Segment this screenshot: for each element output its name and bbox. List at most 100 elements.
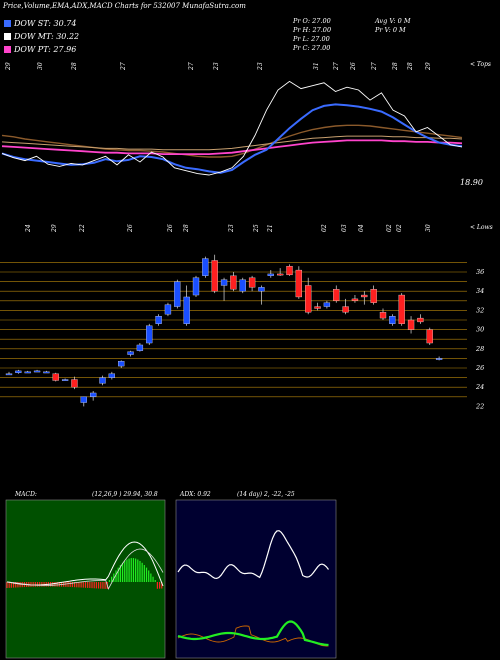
low-date-label: 02 — [396, 224, 403, 232]
candle-body — [202, 258, 209, 276]
candle-body — [305, 285, 312, 313]
low-date-label: 02 — [321, 224, 328, 232]
price-line — [1, 80, 463, 176]
top-date-label: 28 — [392, 62, 399, 71]
candle-body — [379, 312, 387, 319]
low-date-label: 04 — [358, 224, 365, 232]
top-date-label: 27 — [371, 62, 378, 71]
candle-body — [164, 304, 172, 315]
price-axis-label: 22 — [475, 402, 484, 410]
candle-body — [192, 277, 200, 296]
candle-body — [417, 317, 424, 323]
candle-body — [71, 379, 78, 388]
price-axis-label: 30 — [476, 326, 484, 334]
legend-dow-st: DOW ST: 30.74 — [14, 19, 77, 28]
top-date-label: 27 — [333, 62, 340, 71]
candle-body — [426, 329, 433, 344]
low-date-label: 26 — [167, 224, 174, 233]
candle-body — [52, 373, 59, 381]
macd-signal-line — [6, 548, 164, 590]
top-date-label: 27 — [120, 62, 127, 71]
candle-body — [389, 316, 396, 324]
candle-body — [5, 373, 13, 376]
ema-fast-line — [1, 103, 463, 174]
stat-high: Pr H: 27.00 — [293, 26, 332, 34]
candle-body — [43, 371, 50, 374]
adx-line — [177, 530, 329, 580]
stat-avg-volume: Avg V: 0 M — [375, 17, 411, 25]
low-date-label: 03 — [341, 224, 348, 232]
chart-header: Price,Volume,EMA,ADX,MACD Charts for 532… — [3, 2, 246, 10]
low-date-label: 02 — [386, 224, 393, 232]
price-axis-label: 36 — [476, 268, 484, 276]
low-date-label: 24 — [25, 224, 32, 233]
candle-body — [323, 302, 331, 307]
candle-body — [155, 316, 162, 324]
adx-panel — [175, 499, 337, 659]
candle-body — [314, 306, 321, 309]
stat-open: Pr O: 27.00 — [293, 17, 331, 25]
top-date-label: 31 — [313, 62, 320, 70]
top-date-label: 29 — [425, 62, 432, 71]
candle-body — [136, 344, 144, 351]
macd-label: MACD: — [14, 491, 37, 498]
legend-dow-mt: DOW MT: 30.22 — [14, 32, 80, 41]
plus-di-line — [177, 620, 329, 647]
candle-body — [351, 298, 359, 301]
top-date-label: 29 — [5, 62, 12, 71]
candle-body — [239, 279, 246, 292]
low-date-label: 26 — [127, 224, 134, 233]
candle-body — [276, 273, 284, 276]
stat-close: Pr C: 27.00 — [293, 44, 331, 52]
candle-body — [80, 396, 87, 403]
candle-body — [108, 373, 115, 378]
stat-volume: Pr V: 0 M — [375, 26, 406, 34]
top-date-label: 27 — [188, 62, 195, 71]
price-axis-label: 32 — [476, 306, 484, 314]
legend-dow-pt: DOW PT: 27.96 — [14, 45, 77, 54]
candle-body — [118, 361, 125, 367]
candle-body — [248, 277, 256, 288]
top-date-label: 30 — [37, 62, 44, 70]
candle-body — [370, 289, 377, 303]
candle-body — [15, 370, 22, 373]
ema-long-line — [1, 135, 463, 151]
lows-label: < Lows — [470, 224, 493, 231]
low-date-label: 22 — [79, 224, 86, 233]
legend-swatch-st — [4, 20, 11, 27]
top-date-label: 28 — [407, 62, 414, 71]
low-date-label: 25 — [253, 224, 260, 233]
candle-body — [146, 325, 153, 344]
price-axis-label: 28 — [475, 345, 484, 353]
top-date-label: 26 — [350, 62, 357, 71]
ema-pt-line — [1, 139, 463, 156]
candle-body — [333, 289, 340, 301]
candle-body — [435, 358, 443, 360]
low-date-label: 23 — [228, 224, 235, 233]
price-axis-label: 26 — [475, 364, 484, 372]
candle-body — [24, 371, 31, 374]
candle-body — [220, 279, 228, 286]
candle-body — [61, 379, 69, 381]
last-price-label: 18.90 — [460, 178, 483, 187]
low-date-label: 29 — [51, 224, 58, 233]
candle-body — [342, 306, 349, 313]
stat-low: Pr L: 27.00 — [293, 35, 330, 43]
top-date-label: 23 — [213, 62, 220, 71]
candle-body — [361, 294, 368, 298]
legend-swatch-mt — [4, 33, 11, 40]
candle-body — [174, 281, 181, 307]
tops-label: < Tops — [470, 61, 491, 68]
candle-body — [295, 269, 303, 298]
top-date-label: 28 — [71, 62, 78, 71]
macd-params: (12,26,9 ) 29.94, 30.8 — [92, 491, 158, 498]
candle-body — [258, 287, 265, 292]
low-date-label: 28 — [183, 224, 190, 233]
top-date-label: 23 — [257, 62, 264, 71]
candle-body — [407, 319, 415, 330]
candle-body — [398, 294, 405, 324]
low-date-label: 21 — [267, 224, 274, 233]
candle-body — [90, 392, 97, 397]
